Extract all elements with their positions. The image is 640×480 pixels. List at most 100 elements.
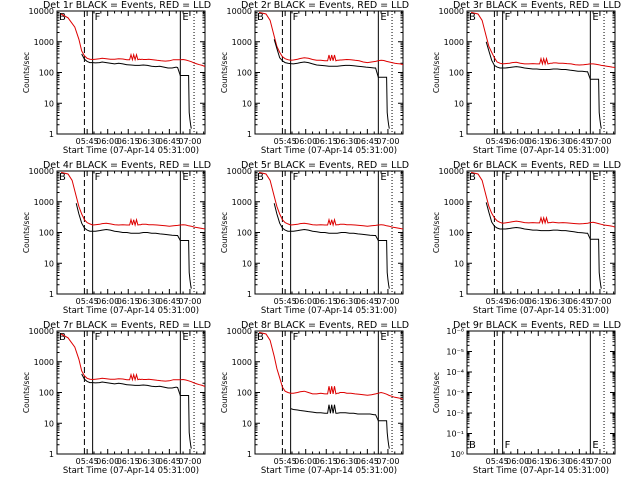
x-tick-label: 06:00 [96,137,119,146]
panel-title: Det 9r BLACK = Events, RED = LLD [453,320,621,331]
y-tick-label: 10 [44,259,54,268]
detector-panel-7: Det 7r BLACK = Events, RED = LLD 1 10 100 10… [22,320,211,476]
x-tick-label: 06:30 [137,297,160,306]
y-tick-label: 10⁻¹ [446,430,464,439]
x-tick-label: 06:30 [335,137,358,146]
y-axis-label: Counts/sec [22,212,31,253]
detector-panel-4: Det 4r BLACK = Events, RED = LLD 1 10 100 10… [22,160,211,316]
y-tick-label: 100 [237,389,252,398]
y-axis-label: Counts/sec [220,212,229,253]
panel-title: Det 8r BLACK = Events, RED = LLD [241,320,409,331]
x-tick-label: 07:00 [588,297,611,306]
y-tick-label: 100 [39,389,54,398]
detector-panel-3: Det 3r BLACK = Events, RED = LLD 1 10 100 10… [432,0,621,156]
marker-e: E [182,172,188,183]
marker-b: B [257,172,264,183]
lld-series-line [470,11,615,68]
x-tick-label: 05:45 [76,137,99,146]
x-tick-label: 07:00 [178,297,201,306]
x-tick-label: 05:45 [76,457,99,466]
marker-f: F [95,172,101,183]
marker-e: E [592,12,598,23]
y-tick-label: 100 [237,69,252,78]
y-tick-label: 1000 [232,198,252,207]
x-axis-label: Start Time (07-Apr-14 05:31:00) [261,466,397,476]
x-tick-label: 05:45 [486,457,509,466]
marker-b: B [257,12,264,23]
events-series-line [273,39,390,129]
x-tick-label: 07:00 [376,297,399,306]
marker-f: F [293,172,299,183]
events-series-line [485,202,602,289]
plot-frame [254,170,404,295]
y-axis-label: Counts/sec [432,212,441,253]
x-tick-label: 05:45 [274,297,297,306]
x-axis-label: Start Time (07-Apr-14 05:31:00) [261,146,397,156]
x-tick-label: 06:00 [294,297,317,306]
x-tick-label: 06:00 [294,137,317,146]
detector-panel-9: Det 9r BLACK = Events, RED = LLD 10⁰ 10⁻¹ 1… [432,320,621,476]
y-tick-label: 10000 [439,167,464,176]
y-tick-label: 1 [247,290,252,299]
y-tick-label: 10⁻⁴ [446,368,464,377]
y-tick-label: 1 [49,450,54,459]
x-tick-label: 07:00 [178,457,201,466]
y-axis-label: Counts/sec [22,52,31,93]
x-tick-label: 06:00 [96,297,119,306]
panel-title: Det 2r BLACK = Events, RED = LLD [241,0,409,11]
detector-panel-8: Det 8r BLACK = Events, RED = LLD 1 10 100 10… [220,320,409,476]
y-axis-label: Counts/sec [220,372,229,413]
x-axis-label: Start Time (07-Apr-14 05:31:00) [63,146,199,156]
x-tick-label: 06:45 [568,297,591,306]
x-tick-label: 06:45 [568,457,591,466]
y-tick-label: 10⁻³ [446,389,464,398]
y-tick-label: 10 [454,99,464,108]
panel-title: Det 4r BLACK = Events, RED = LLD [43,160,211,171]
x-axis-label: Start Time (07-Apr-14 05:31:00) [63,466,199,476]
plot-frame [466,170,616,295]
detector-panel-2: Det 2r BLACK = Events, RED = LLD 1 10 100 10… [220,0,409,156]
marker-e: E [182,332,188,343]
plot-frame [466,330,616,455]
events-series-line [81,373,192,449]
x-tick-label: 07:00 [178,137,201,146]
y-tick-label: 1 [49,130,54,139]
x-tick-label: 06:45 [568,137,591,146]
x-axis-label: Start Time (07-Apr-14 05:31:00) [261,306,397,316]
marker-e: E [182,12,188,23]
plot-frame [254,10,404,135]
y-tick-label: 1 [459,130,464,139]
x-tick-label: 06:45 [356,137,379,146]
y-axis-label: Counts/sec [220,52,229,93]
marker-b: B [257,332,264,343]
panel-title: Det 6r BLACK = Events, RED = LLD [453,160,621,171]
y-tick-label: 10000 [29,327,54,336]
lld-series-line [258,331,403,400]
y-tick-label: 10000 [227,167,252,176]
events-series-line [273,203,390,289]
x-tick-label: 05:45 [486,297,509,306]
y-axis-label: Counts/sec [432,372,441,413]
y-tick-label: 10000 [29,167,54,176]
y-tick-label: 1 [49,290,54,299]
events-series-line [485,41,602,129]
x-tick-label: 06:30 [547,297,570,306]
x-tick-label: 05:45 [76,297,99,306]
x-tick-label: 06:15 [527,457,550,466]
y-axis-label: Counts/sec [22,372,31,413]
detector-panel-5: Det 5r BLACK = Events, RED = LLD 1 10 100 10… [220,160,409,316]
y-tick-label: 10000 [227,327,252,336]
y-tick-label: 1000 [444,198,464,207]
y-tick-label: 100 [39,69,54,78]
x-tick-label: 07:00 [376,457,399,466]
marker-f: F [505,172,511,183]
x-tick-label: 06:45 [158,137,181,146]
detector-panel-1: Det 1r BLACK = Events, RED = LLD 1 10 100 10… [22,0,211,156]
x-tick-label: 05:45 [486,137,509,146]
x-tick-label: 06:30 [547,457,570,466]
y-tick-label: 10⁻⁶ [446,327,464,336]
x-tick-label: 06:15 [117,137,140,146]
lld-series-line [60,171,205,230]
x-tick-label: 06:45 [158,457,181,466]
